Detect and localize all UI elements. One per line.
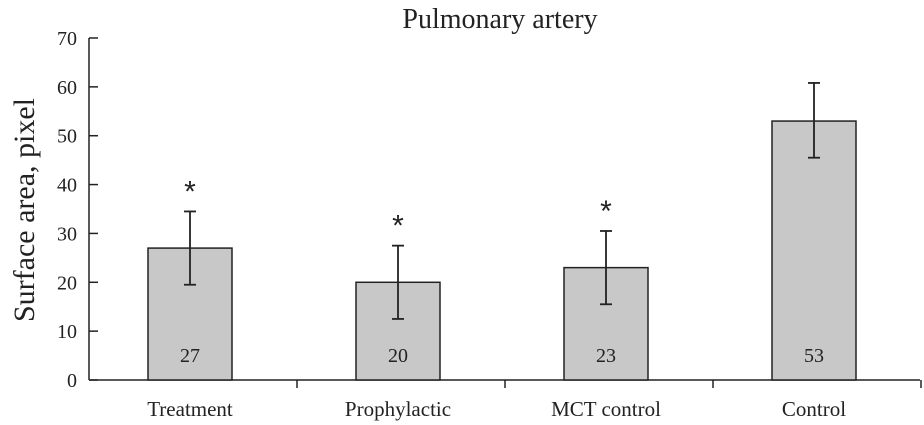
y-tick-label: 10	[57, 321, 77, 343]
x-category-label: Treatment	[147, 397, 233, 421]
bar-value-label: 53	[804, 345, 824, 367]
bar	[771, 120, 857, 381]
bar-value-label: 20	[388, 345, 408, 367]
y-axis-label: Surface area, pixel	[8, 98, 41, 322]
plot-area: 0 10 20 30 40 50 60 70 27 * Treatment 20 * Prophylact…	[57, 28, 922, 421]
x-category-label: Control	[782, 397, 846, 421]
bar-value-label: 23	[596, 345, 616, 367]
x-category-label: Prophylactic	[345, 397, 451, 421]
significance-marker: *	[184, 175, 196, 208]
y-tick-label: 70	[57, 28, 77, 50]
significance-marker: *	[392, 210, 404, 243]
y-tick-label: 20	[57, 272, 77, 294]
y-tick-label: 0	[67, 370, 77, 392]
x-category-label: MCT control	[551, 397, 661, 421]
bar-value-label: 27	[180, 345, 200, 367]
y-tick-label: 60	[57, 77, 77, 99]
significance-marker: *	[600, 195, 612, 228]
chart-title: Pulmonary artery	[402, 4, 597, 35]
y-tick-label: 30	[57, 223, 77, 245]
y-tick-label: 50	[57, 126, 77, 148]
y-tick-label: 40	[57, 175, 77, 197]
